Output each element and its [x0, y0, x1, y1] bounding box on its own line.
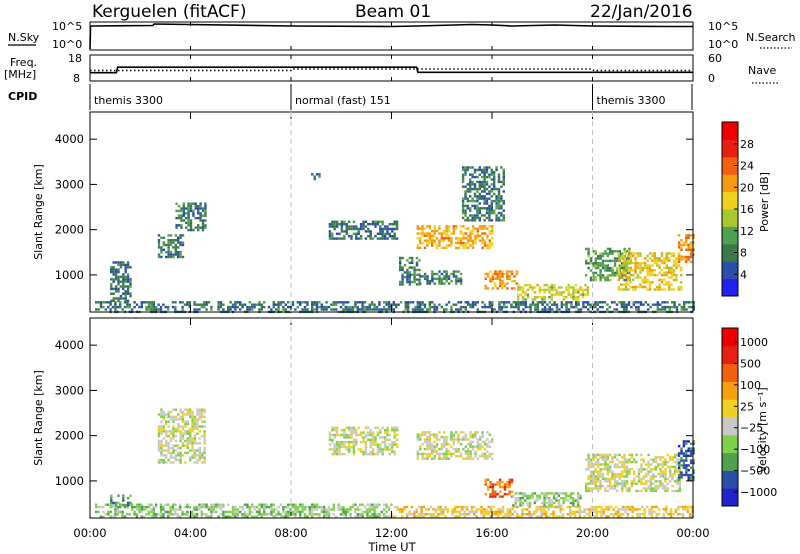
velocity-colorbar-tick: −1000	[740, 486, 777, 499]
freq-tick-bottom: 8	[73, 72, 80, 85]
nsky-tick-bottom: 10^0	[52, 38, 82, 51]
xtick-label: 16:00	[475, 526, 508, 540]
xtick-label: 04:00	[174, 526, 207, 540]
freq-tick-top: 18	[68, 52, 82, 65]
cpid-segment-label: themis 3300	[597, 94, 666, 107]
power-colorbar-tick: 24	[740, 160, 754, 173]
nave-series-line	[90, 68, 693, 72]
time-axis-label: Time UT	[367, 540, 416, 554]
velocity-colorbar-tick: 500	[740, 357, 761, 370]
velocity-colorbar-swatch	[722, 452, 738, 471]
velocity-colorbar-tick: 1000	[740, 336, 768, 349]
power-colorbar-swatch	[722, 191, 738, 210]
velocity-ytick-label: 1000	[55, 474, 84, 488]
velocity-ytick-label: 4000	[55, 338, 84, 352]
velocity-colorbar-swatch	[722, 363, 738, 382]
velocity-colorbar-tick: −500	[740, 465, 770, 478]
power-ylabel: Slant Range [km]	[32, 164, 45, 260]
velocity-colorbar-swatch	[722, 488, 738, 507]
velocity-colorbar-label: Velocity [m s⁻¹]	[756, 387, 769, 472]
power-colorbar-tick: 20	[740, 181, 754, 194]
nsearch-tick-bottom: 10^0	[708, 38, 738, 51]
radar-title: Kerguelen (fitACF)	[92, 2, 246, 22]
power-colorbar-swatch	[722, 226, 738, 245]
xtick-label: 20:00	[576, 526, 609, 540]
nsky-tick-top: 10^5	[52, 20, 82, 33]
power-colorbar-swatch	[722, 278, 738, 297]
xtick-label: 08:00	[274, 526, 307, 540]
cpid-segment-label: normal (fast) 151	[295, 94, 391, 107]
velocity-colorbar-swatch	[722, 417, 738, 436]
nave-label: Nave	[748, 64, 776, 77]
beam-title: Beam 01	[355, 2, 431, 22]
power-ytick-label: 3000	[55, 177, 84, 191]
nsky-series-line	[89, 23, 693, 50]
power-colorbar-swatch	[722, 139, 738, 158]
velocity-colorbar-swatch	[722, 434, 738, 454]
power-colorbar-tick: 28	[740, 138, 754, 151]
velocity-colorbar-swatch	[722, 345, 738, 365]
cpid-segment-label: themis 3300	[94, 94, 163, 107]
frequency-panel: Freq. [MHz] 18 8 60 0 Nave	[4, 52, 780, 85]
cpid-label: CPID	[8, 90, 37, 103]
nsearch-tick-top: 10^5	[708, 20, 738, 33]
xtick-label: 00:00	[73, 526, 106, 540]
nave-tick-top: 60	[708, 52, 722, 65]
nave-tick-bottom: 0	[708, 72, 715, 85]
date-title: 22/Jan/2016	[590, 2, 693, 22]
cpid-panel: CPID themis 3300 normal (fast) 151 themis …	[8, 84, 693, 110]
power-panel: 1000 2000 3000 4000 Slant Range [km] 4 8 12 16…	[32, 111, 771, 314]
velocity-ytick-label: 2000	[55, 429, 84, 443]
power-colorbar-swatch	[722, 174, 738, 193]
freq-label: Freq.	[10, 56, 37, 69]
nsearch-label: N.Search	[746, 31, 796, 44]
velocity-colorbar-tick: 100	[740, 379, 761, 392]
velocity-heatmap-cells	[95, 408, 695, 518]
power-colorbar-swatch	[722, 156, 738, 175]
velocity-colorbar-frame	[721, 327, 739, 507]
power-colorbar-swatch	[722, 209, 738, 227]
power-colorbar-tick: 12	[740, 225, 754, 238]
velocity-colorbar-tick: −100	[740, 443, 770, 456]
power-colorbar-swatch	[722, 243, 738, 262]
freq-unit-label: [MHz]	[4, 68, 36, 81]
xtick-label: 12:00	[375, 526, 408, 540]
velocity-ytick-label: 3000	[55, 383, 84, 397]
nsky-label: N.Sky	[8, 31, 40, 44]
power-colorbar-label: Power [dB]	[758, 172, 771, 232]
velocity-colorbar-tick: −25	[740, 422, 763, 435]
power-colorbar-swatch	[722, 261, 738, 280]
velocity-colorbar-swatch	[722, 399, 738, 418]
power-ytick-label: 1000	[55, 268, 84, 282]
noise-panel: N.Sky 10^5 10^0 10^5 10^0 N.Search	[8, 20, 796, 51]
power-ytick-label: 2000	[55, 223, 84, 237]
freq-series-line	[90, 66, 693, 74]
power-heatmap-cells	[95, 166, 695, 314]
power-colorbar-tick: 4	[740, 268, 747, 281]
power-ytick-label: 4000	[55, 132, 84, 146]
velocity-colorbar-swatch	[722, 328, 738, 347]
velocity-colorbar-swatch	[722, 381, 738, 400]
power-colorbar-tick: 8	[740, 247, 747, 260]
power-colorbar-swatch	[722, 122, 738, 140]
velocity-colorbar-tick: 25	[740, 400, 754, 413]
velocity-colorbar-swatch	[722, 470, 738, 489]
power-colorbar-tick: 16	[740, 203, 754, 216]
xtick-label: 00:00	[676, 526, 709, 540]
velocity-ylabel: Slant Range [km]	[32, 370, 45, 466]
